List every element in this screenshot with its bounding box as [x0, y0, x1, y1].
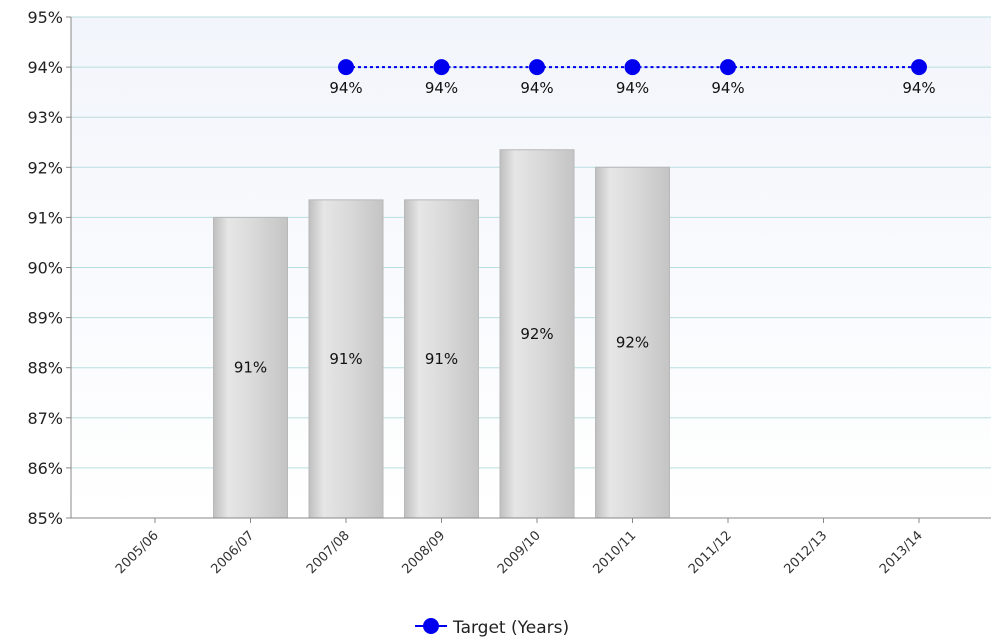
- target-value-label: 94%: [425, 79, 458, 97]
- y-tick-label: 91%: [27, 208, 63, 227]
- data-labels: 91% 91% 91% 92% 92% 94% 94% 94% 94% 94% 94%: [234, 79, 936, 377]
- bar[interactable]: [595, 166, 670, 519]
- bar-value-label: 91%: [234, 359, 267, 377]
- legend[interactable]: Target (Years): [415, 618, 569, 638]
- bar[interactable]: [499, 149, 575, 519]
- bar[interactable]: [404, 199, 479, 519]
- target-value-label: 94%: [520, 79, 553, 97]
- target-value-label: 94%: [616, 79, 649, 97]
- target-point[interactable]: [720, 59, 736, 76]
- y-tick-label: 88%: [27, 359, 63, 378]
- x-tick-label: 2010/11: [591, 528, 640, 577]
- x-tick-labels: 2005/06 2006/07 2007/08 2008/09 2009/10 2010/…: [113, 518, 926, 577]
- x-tick-label: 2011/12: [686, 528, 735, 577]
- target-point[interactable]: [911, 59, 927, 76]
- x-tick-label: 2009/10: [495, 528, 544, 577]
- legend-marker-icon: [423, 618, 439, 634]
- target-point[interactable]: [624, 59, 641, 76]
- y-tick-label: 95%: [27, 8, 63, 27]
- legend-label: Target (Years): [452, 618, 569, 638]
- y-tick-labels: 85% 86% 87% 88% 89% 90% 91% 92% 93% 94% 95%: [27, 8, 63, 528]
- bars: [213, 149, 670, 519]
- bar[interactable]: [308, 199, 384, 519]
- x-tick-label: 2006/07: [209, 528, 258, 577]
- y-tick-label: 94%: [27, 58, 63, 77]
- bar[interactable]: [213, 216, 288, 519]
- target-value-label: 94%: [329, 79, 362, 97]
- x-tick-label: 2005/06: [113, 528, 162, 577]
- y-tick-label: 87%: [27, 409, 63, 428]
- x-tick-label: 2012/13: [782, 528, 831, 577]
- x-tick-label: 2013/14: [877, 528, 926, 577]
- bar-value-label: 92%: [520, 325, 553, 343]
- target-series: [338, 59, 927, 76]
- bar-value-label: 92%: [616, 334, 649, 352]
- y-tick-label: 93%: [27, 108, 63, 127]
- target-point[interactable]: [529, 59, 545, 76]
- target-value-label: 94%: [711, 79, 744, 97]
- bar-value-label: 91%: [329, 350, 362, 368]
- x-tick-label: 2007/08: [304, 528, 353, 577]
- y-tick-label: 85%: [27, 509, 63, 528]
- x-tick-label: 2008/09: [400, 528, 449, 577]
- y-tick-label: 90%: [27, 259, 63, 278]
- bar-value-label: 91%: [425, 350, 458, 368]
- target-point[interactable]: [433, 59, 450, 76]
- y-tick-label: 89%: [27, 309, 63, 328]
- y-tick-label: 86%: [27, 459, 63, 478]
- y-tick-label: 92%: [27, 158, 63, 177]
- target-point[interactable]: [338, 59, 354, 76]
- axes: [70, 17, 991, 519]
- target-value-label: 94%: [902, 79, 935, 97]
